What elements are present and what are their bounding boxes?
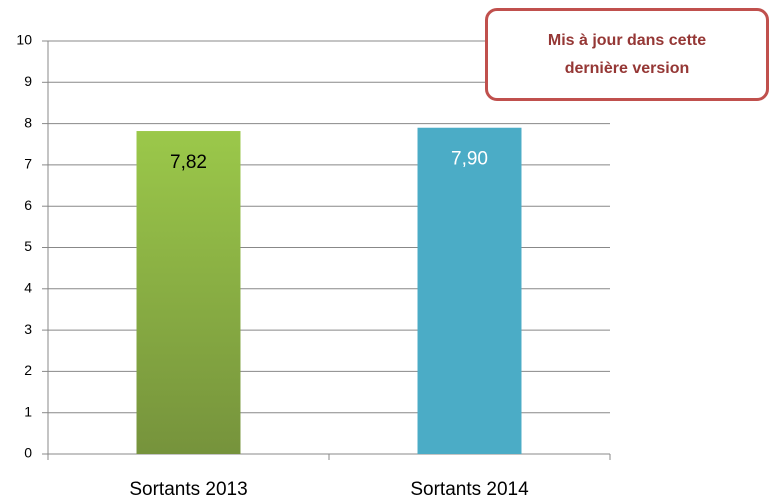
value-label: 7,82: [170, 152, 207, 173]
x-tick-label: Sortants 2013: [129, 479, 247, 500]
y-tick-label: 2: [24, 362, 32, 378]
y-tick-label: 4: [24, 280, 32, 296]
y-tick-label: 9: [24, 73, 32, 89]
x-tick-label: Sortants 2014: [410, 479, 529, 500]
y-tick-label: 6: [24, 197, 32, 213]
annotation: Mis à jour dans cette dernière version: [485, 8, 769, 101]
y-tick-label: 10: [16, 32, 32, 48]
y-tick-label: 3: [24, 321, 32, 337]
y-tick-label: 5: [24, 238, 32, 254]
y-tick-label: 8: [24, 114, 32, 130]
bar: [417, 127, 522, 454]
y-tick-label: 7: [24, 156, 32, 172]
value-label: 7,90: [451, 149, 488, 170]
y-tick-label: 0: [24, 445, 32, 461]
y-tick-label: 1: [24, 403, 32, 419]
bar: [136, 131, 241, 454]
